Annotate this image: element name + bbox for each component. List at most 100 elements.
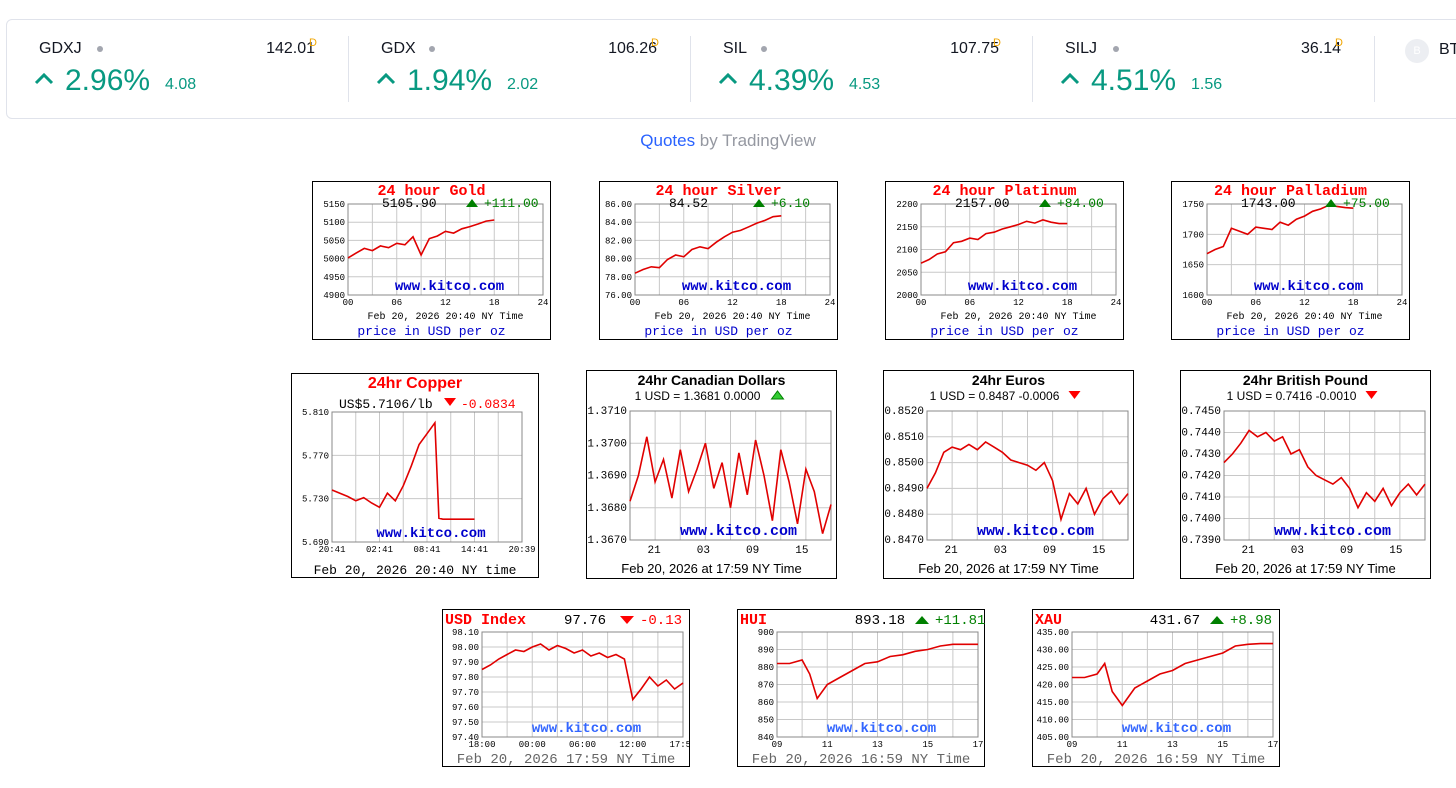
up-triangle-icon — [753, 199, 765, 207]
x-tick-label: 00 — [630, 298, 641, 308]
up-triangle-icon — [770, 390, 785, 400]
chart-cad[interactable]: 1.3710 1.3700 1.3690 1.3680 1.3670 21 03 09 15 ww… — [586, 370, 837, 579]
quotes-link[interactable]: Quotes — [640, 131, 696, 150]
plot-area — [1223, 410, 1426, 541]
up-triangle-icon — [466, 199, 478, 207]
y-tick-label: 1750 — [1182, 200, 1204, 210]
x-tick-label: 12 — [727, 298, 738, 308]
up-triangle-icon — [915, 616, 929, 624]
y-tick-label: 0.8490 — [884, 483, 924, 495]
chart-subtitle: 1 USD = 0.8487 -0.0006 — [930, 389, 1060, 403]
x-tick-label: 17 — [973, 740, 984, 750]
x-tick-label: 20:39 — [508, 545, 535, 555]
x-tick-label: 24 — [538, 298, 549, 308]
y-tick-label: 410.00 — [1037, 716, 1069, 726]
y-tick-label: 4950 — [323, 273, 345, 283]
chart-subtitle: 1 USD = 1.3681 0.0000 — [635, 389, 761, 403]
chart-gold[interactable]: 5150 5100 5050 5000 4950 4900 00 06 12 18 24 www.ki… — [312, 181, 551, 340]
ticker-item-silj[interactable]: SILJ 36.14 D 4.51% 1.56 — [1033, 20, 1375, 118]
plot-area — [331, 411, 523, 543]
chart-frame — [1032, 609, 1280, 767]
chart-frame — [737, 609, 985, 767]
chart-hui[interactable]: 900 890 880 870 860 850 840 09 11 13 15 17 www.kitco… — [737, 609, 985, 768]
ticker-item-partial[interactable]: B BT — [1405, 39, 1456, 63]
delayed-flag: D — [1335, 37, 1343, 49]
ticker-percent: 1.94% — [407, 64, 493, 97]
y-tick-label: 1.3700 — [587, 438, 627, 450]
x-tick-label: 09 — [746, 545, 759, 557]
y-tick-label: 97.80 — [452, 673, 479, 683]
price-label: 84.52 — [669, 196, 708, 211]
change-label: +111.00 — [484, 196, 539, 211]
ticker-symbol[interactable]: GDX — [381, 40, 416, 57]
y-tick-label: 82.00 — [605, 236, 632, 246]
chart-palladium[interactable]: 1750 1700 1650 1600 00 06 12 18 24 www.kitco.com 2… — [1171, 181, 1410, 340]
ticker-symbol[interactable]: SIL — [723, 40, 748, 57]
x-tick-label: 09 — [1043, 545, 1056, 557]
y-tick-label: 97.40 — [452, 733, 479, 743]
y-tick-label: 0.8480 — [884, 509, 924, 521]
y-tick-label: 1700 — [1182, 230, 1204, 240]
chart-usd-index[interactable]: 98.10 98.00 97.90 97.80 97.70 97.60 97.50 97.40… — [442, 609, 697, 768]
y-tick-label: 435.00 — [1037, 628, 1069, 638]
y-tick-label: 850 — [758, 716, 774, 726]
y-tick-label: 2200 — [896, 200, 918, 210]
up-arrow-icon — [34, 72, 54, 85]
change-label: +75.00 — [1343, 196, 1390, 211]
x-tick-label: 18 — [489, 298, 500, 308]
x-tick-label: 00 — [916, 298, 927, 308]
ticker-tape: GDXJ 142.01 D 2.96% 4.08 GDX 106.26 D 1.… — [6, 19, 1456, 119]
chart-silver[interactable]: 86.00 84.00 82.00 80.00 78.00 76.00 00 06 12 18 24… — [599, 181, 838, 340]
chart-svg: 86.00 84.00 82.00 80.00 78.00 76.0000 06 12 18 24… — [599, 181, 838, 340]
plot-area — [347, 203, 544, 296]
x-tick-label: 12 — [440, 298, 451, 308]
y-tick-label: 78.00 — [605, 273, 632, 283]
chart-svg: 0.7450 0.7440 0.7430 0.7420 0.7410 0.7400 0.73… — [1180, 370, 1431, 579]
y-tick-label: 0.8500 — [884, 458, 924, 470]
x-tick-label: 12:00 — [619, 740, 646, 750]
ticker-symbol[interactable]: GDXJ — [39, 40, 82, 57]
x-tick-label: 21 — [945, 545, 959, 557]
ticker-symbol[interactable]: BT — [1439, 41, 1456, 58]
ticker-item-gdxj[interactable]: GDXJ 142.01 D 2.96% 4.08 — [7, 20, 349, 118]
ticker-percent: 2.96% — [65, 64, 151, 97]
y-tick-label: 5.810 — [302, 408, 329, 418]
y-tick-label: 425.00 — [1037, 663, 1069, 673]
y-tick-label: 840 — [758, 733, 774, 743]
chart-frame — [1180, 370, 1431, 579]
date-caption: Feb 20, 2026 20:40 NY Time — [654, 311, 810, 323]
chart-eur[interactable]: 0.8520 0.8510 0.8500 0.8490 0.8480 0.8470 21 03… — [883, 370, 1134, 579]
y-tick-label: 2050 — [896, 268, 918, 278]
x-tick-label: 11 — [822, 740, 833, 750]
ticker-symbol[interactable]: SILJ — [1065, 40, 1098, 57]
attribution-suffix: by TradingView — [695, 131, 816, 150]
down-triangle-icon — [1365, 391, 1378, 399]
chart-xau[interactable]: 435.00 430.00 425.00 420.00 415.00 410.00 405.… — [1032, 609, 1280, 768]
x-tick-label: 12 — [1013, 298, 1024, 308]
chart-copper[interactable]: 5.810 5.770 5.730 5.690 20:41 02:41 08:41 14:41… — [291, 373, 539, 578]
chart-gbp[interactable]: 0.7450 0.7440 0.7430 0.7420 0.7410 0.7400 0.73… — [1180, 370, 1431, 579]
date-caption: Feb 20, 2026 at 17:59 NY Time — [918, 561, 1098, 576]
status-dot-icon — [1113, 46, 1119, 52]
chart-frame — [291, 373, 539, 578]
chart-platinum[interactable]: 2200 2150 2100 2050 2000 00 06 12 18 24 www.kitco.… — [885, 181, 1124, 340]
down-triangle-icon — [444, 398, 456, 406]
date-caption: Feb 20, 2026 20:40 NY time — [314, 563, 517, 578]
x-tick-label: 15 — [1092, 545, 1105, 557]
x-tick-label: 18:00 — [468, 740, 495, 750]
ticker-item-gdx[interactable]: GDX 106.26 D 1.94% 2.02 — [349, 20, 691, 118]
x-tick-label: 03 — [1291, 545, 1304, 557]
divider — [1032, 36, 1033, 102]
price-series-line — [777, 643, 978, 701]
status-dot-icon — [761, 46, 767, 52]
x-tick-label: 21 — [648, 545, 662, 557]
chart-frame — [442, 609, 690, 767]
x-tick-label: 20:41 — [318, 545, 345, 555]
ticker-item-sil[interactable]: SIL 107.75 D 4.39% 4.53 — [691, 20, 1033, 118]
up-triangle-icon — [1039, 199, 1051, 207]
delayed-flag: D — [651, 37, 659, 49]
y-tick-label: 97.70 — [452, 688, 479, 698]
y-tick-label: 430.00 — [1037, 646, 1069, 656]
down-triangle-icon — [620, 616, 634, 624]
